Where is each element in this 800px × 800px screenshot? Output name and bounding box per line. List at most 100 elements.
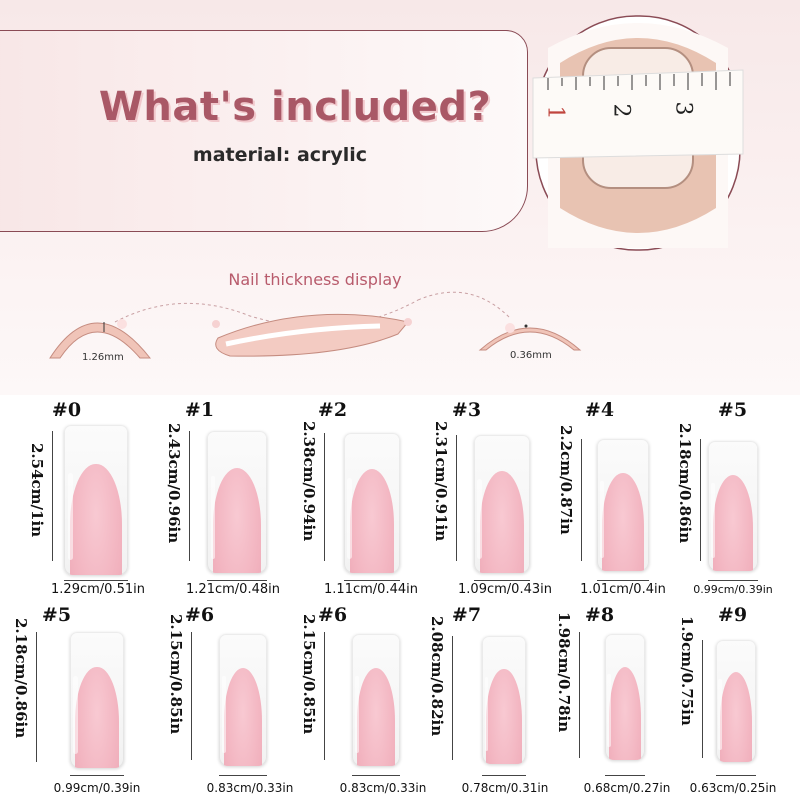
width-label: 0.63cm/0.25in: [689, 781, 777, 795]
length-line: [191, 632, 192, 760]
ruler-tick-2: 2: [608, 103, 634, 118]
length-line: [189, 431, 190, 561]
size-cell: #0 2.54cm/1in 1.29cm/0.51in: [0, 395, 145, 597]
nail-tip: [64, 425, 128, 575]
width-label: 0.99cm/0.39in: [53, 781, 141, 795]
length-line: [702, 640, 703, 758]
size-number: #6: [317, 604, 348, 626]
nail-shine: [210, 476, 216, 559]
ruler-tick-3: 3: [670, 101, 696, 116]
width-line: [344, 580, 400, 581]
nail-tip: [708, 441, 758, 571]
width-line: [64, 580, 128, 581]
thickness-title: Nail thickness display: [228, 270, 402, 289]
nail-shine: [221, 676, 226, 753]
nail-shine: [73, 675, 78, 755]
measuring-tape-icon: [532, 69, 744, 159]
thick-nail-cross-section-icon: [49, 319, 152, 359]
size-cell: #5 2.18cm/0.86in 0.99cm/0.39in: [666, 395, 799, 597]
nail-shine: [347, 477, 352, 559]
nail-shine: [718, 679, 722, 750]
size-number: #4: [584, 399, 615, 421]
length-label: 2.18cm/0.86in: [12, 618, 30, 739]
width-label: 0.83cm/0.33in: [339, 781, 427, 795]
length-line: [452, 636, 453, 760]
nail-pink-base: [479, 470, 525, 573]
thin-value-label: 0.36mm: [510, 350, 552, 361]
nail-tip: [344, 433, 400, 573]
nail-side-view-icon: [212, 313, 412, 357]
nail-pink-base: [713, 474, 753, 571]
nail-pink-base: [70, 464, 122, 575]
length-line: [700, 439, 701, 561]
size-cell: #6 2.15cm/0.85in 0.83cm/0.33in: [133, 600, 293, 800]
title-card: [0, 30, 528, 232]
nail-pink-base: [602, 473, 644, 571]
size-number: #2: [317, 399, 348, 421]
nail-shine: [67, 473, 73, 560]
length-label: 2.2cm/0.87in: [557, 425, 575, 535]
size-number: #1: [184, 399, 215, 421]
width-line: [708, 580, 758, 581]
length-label: 2.08cm/0.82in: [428, 616, 446, 737]
size-number: #8: [584, 604, 615, 626]
size-number: #5: [41, 604, 72, 626]
length-label: 2.15cm/0.85in: [167, 614, 185, 735]
nail-shine: [484, 676, 489, 752]
nail-tip: [482, 636, 526, 764]
width-label: 1.21cm/0.48in: [186, 582, 280, 597]
nail-shine: [354, 676, 359, 753]
page-title: What's included?: [98, 84, 492, 130]
width-label: 0.68cm/0.27in: [583, 781, 671, 795]
width-label: 1.01cm/0.4in: [580, 582, 666, 597]
width-label: 0.99cm/0.39in: [693, 583, 773, 596]
size-number: #3: [451, 399, 482, 421]
length-label: 2.43cm/0.96in: [165, 423, 183, 544]
size-number: #7: [451, 604, 482, 626]
length-line: [324, 433, 325, 561]
length-label: 2.38cm/0.94in: [300, 421, 318, 542]
length-label: 1.98cm/0.78in: [555, 612, 573, 733]
length-label: 2.54cm/1in: [28, 443, 46, 538]
size-cell: #3 2.31cm/0.91in 1.09cm/0.43in: [400, 395, 552, 597]
nail-pink-base: [75, 667, 119, 768]
size-cell: #5 2.18cm/0.86in 0.99cm/0.39in: [0, 600, 140, 800]
nail-tip: [716, 640, 756, 762]
width-line: [597, 580, 649, 581]
size-cell: #6 2.15cm/0.85in 0.83cm/0.33in: [266, 600, 426, 800]
length-line: [456, 435, 457, 561]
length-label: 2.15cm/0.85in: [300, 614, 318, 735]
nail-shine: [711, 482, 715, 558]
thickness-illustration: [49, 291, 582, 359]
nail-pink-base: [349, 469, 395, 573]
length-line: [324, 632, 325, 760]
size-chart: #0 2.54cm/1in 1.29cm/0.51in #1 2.43cm/0.…: [0, 395, 800, 800]
nail-tip: [207, 431, 267, 573]
nail-pink-base: [213, 467, 261, 573]
size-number: #0: [51, 399, 82, 421]
nail-shine: [607, 674, 611, 748]
material-subtitle: material: acrylic: [192, 144, 368, 166]
nail-tip: [605, 634, 645, 760]
width-line: [70, 775, 124, 776]
nail-pink-base: [223, 668, 263, 766]
nail-pink-base: [486, 669, 522, 764]
length-label: 2.18cm/0.86in: [676, 423, 694, 544]
nail-pink-base: [720, 671, 752, 762]
width-line: [207, 580, 267, 581]
width-line: [474, 580, 530, 581]
nail-tip: [219, 634, 267, 766]
size-number: #5: [717, 399, 748, 421]
size-cell: #8 1.98cm/0.78in 0.68cm/0.27in: [533, 600, 670, 800]
nail-tip: [70, 632, 124, 768]
size-cell: #1 2.43cm/0.96in 1.21cm/0.48in: [133, 395, 280, 597]
size-number: #9: [717, 604, 748, 626]
length-line: [581, 439, 582, 561]
finger-measure-illustration: [532, 15, 744, 251]
nail-tip: [597, 439, 649, 571]
width-label: 0.78cm/0.31in: [461, 781, 549, 795]
thick-value-label: 1.26mm: [82, 352, 124, 363]
length-line: [36, 632, 37, 762]
width-line: [482, 775, 526, 776]
width-label: 1.29cm/0.51in: [51, 582, 145, 597]
